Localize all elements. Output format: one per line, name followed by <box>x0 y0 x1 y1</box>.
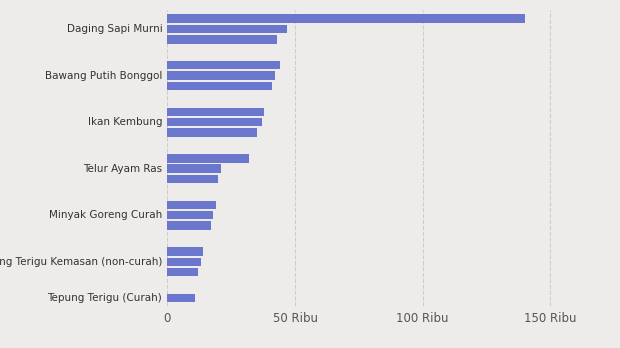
Bar <box>167 25 288 33</box>
Text: Ikan Kembung: Ikan Kembung <box>88 117 162 127</box>
Text: Minyak Goreng Curah: Minyak Goreng Curah <box>49 210 162 220</box>
Bar <box>167 247 203 256</box>
Bar <box>167 128 257 137</box>
Bar <box>167 165 221 173</box>
Text: Tepung Terigu (Curah): Tepung Terigu (Curah) <box>48 293 162 303</box>
Bar <box>167 294 195 302</box>
Bar <box>167 61 280 70</box>
Bar <box>167 201 216 209</box>
Bar <box>167 108 264 116</box>
Text: Bawang Putih Bonggol: Bawang Putih Bonggol <box>45 71 162 81</box>
Text: Tepung Terigu Kemasan (non-curah): Tepung Terigu Kemasan (non-curah) <box>0 257 162 267</box>
Bar <box>167 118 262 126</box>
Bar <box>167 82 272 90</box>
Text: Daging Sapi Murni: Daging Sapi Murni <box>66 24 162 34</box>
Bar <box>167 175 218 183</box>
Bar <box>167 211 213 220</box>
Text: Telur Ayam Ras: Telur Ayam Ras <box>83 164 162 174</box>
Bar <box>167 35 277 44</box>
Bar <box>167 268 198 276</box>
Bar <box>167 15 525 23</box>
Bar <box>167 71 275 80</box>
Bar <box>167 258 201 266</box>
Bar <box>167 221 211 230</box>
Bar <box>167 154 249 163</box>
